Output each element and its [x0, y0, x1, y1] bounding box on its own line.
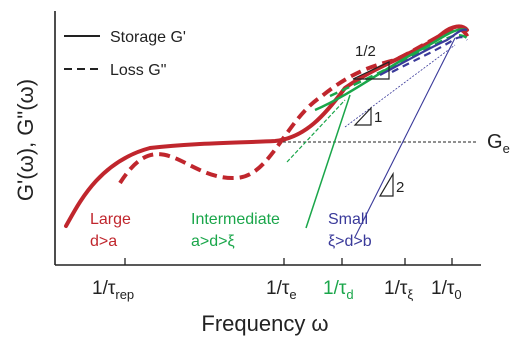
blue-asymptote-line [354, 37, 456, 238]
green-asymptote-line [286, 99, 346, 163]
x-tick-label-rep: 1/τrep [92, 278, 134, 302]
slope-label-two: 2 [396, 179, 404, 196]
legend-storage-label: Storage G' [110, 29, 186, 46]
red-loss-curve [118, 27, 471, 185]
x-axis-title: Frequency ω [201, 311, 328, 336]
green-loss-curve [329, 33, 468, 98]
legend: Storage G' Loss G" [64, 29, 186, 79]
blue-storage-curve [379, 28, 468, 76]
regime-large-name: Large [90, 211, 131, 228]
regime-small-name: Small [328, 211, 368, 228]
x-tick-label-0: 1/τ0 [431, 278, 462, 302]
slope-triangle-half [352, 61, 390, 80]
plateau-label: Ge [487, 131, 510, 156]
slope-label-half: 1/2 [355, 43, 376, 60]
slope-triangle-one [353, 106, 372, 126]
regime-intermediate-condition: a>d>ξ [191, 233, 235, 250]
y-axis-title: G'(ω), G"(ω) [13, 79, 38, 201]
regime-large-condition: d>a [90, 233, 117, 250]
legend-loss-label: Loss G" [110, 62, 166, 79]
regime-small-condition: ξ>d>b [328, 233, 372, 250]
x-tick-marks [124, 258, 453, 265]
axes-frame [54, 11, 481, 266]
x-tick-label-e: 1/τe [266, 278, 297, 302]
red-storage-curve [64, 24, 469, 228]
x-tick-label-xi: 1/τξ [384, 278, 413, 302]
slope-guide-1 [344, 44, 456, 128]
slope-triangle-two [378, 171, 394, 197]
green-storage-curve [314, 28, 468, 112]
regime-intermediate-name: Intermediate [191, 211, 280, 228]
blue-loss-curve [391, 36, 468, 73]
x-tick-label-d: 1/τd [323, 278, 354, 302]
slope-label-one: 1 [374, 109, 382, 126]
green-steep-line [305, 94, 351, 229]
